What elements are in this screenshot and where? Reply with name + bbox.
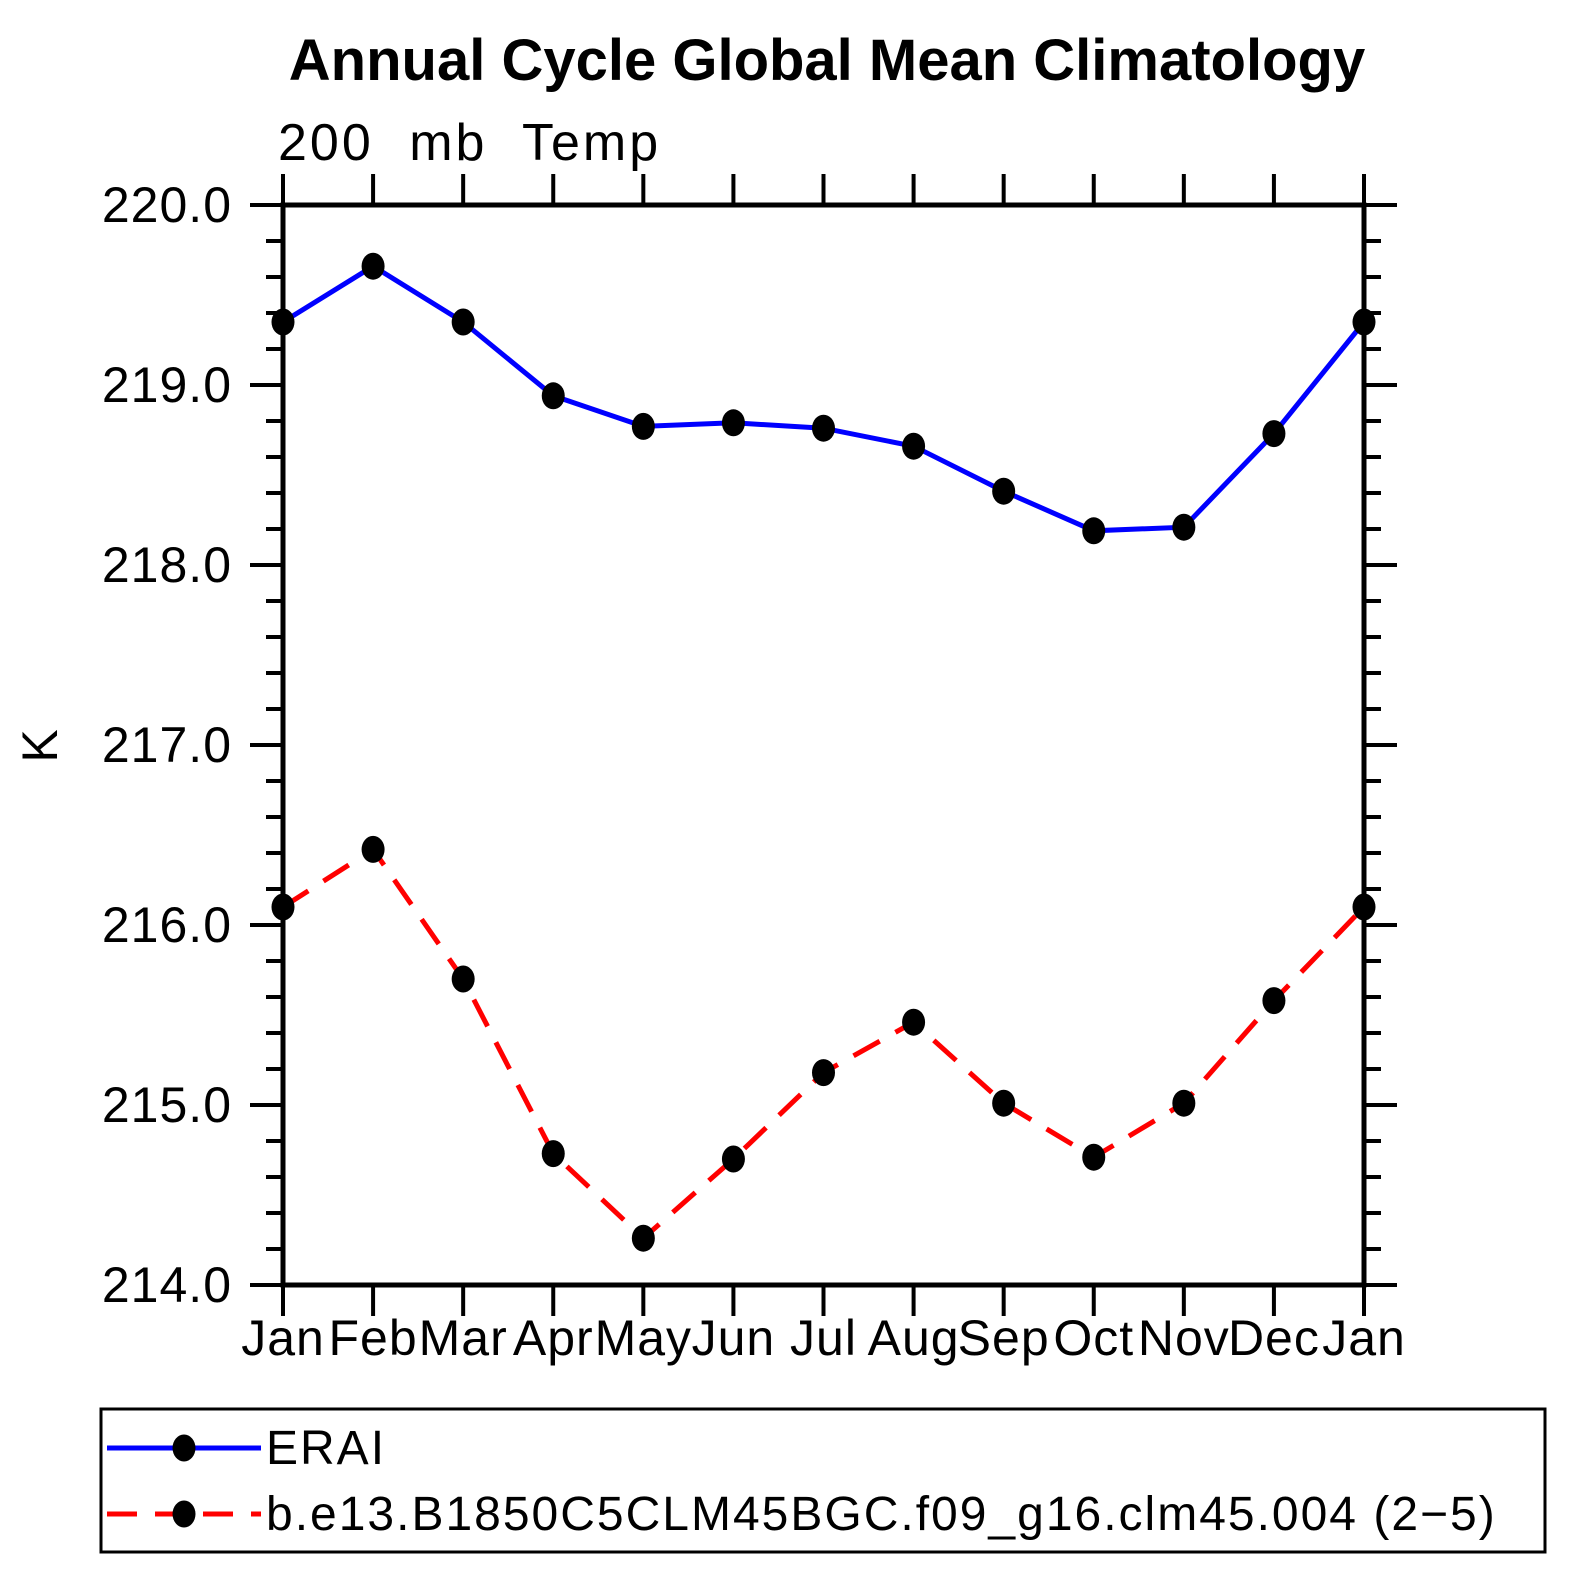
data-point-marker [1082,1143,1106,1171]
y-tick-label: 216.0 [102,897,232,953]
x-tick-label: Jul [790,1310,857,1366]
y-tick-label: 217.0 [102,717,232,773]
y-axis-title: K [12,727,68,762]
data-point-marker [361,252,385,280]
data-point-marker [1172,513,1196,541]
axis-ticks [250,174,1397,1316]
series-line-1 [281,845,1366,1242]
data-point-marker [992,477,1016,505]
data-point-marker [541,1140,565,1168]
legend-box [99,1407,1547,1554]
data-point-marker [451,965,475,993]
data-point-marker [541,382,565,410]
legend-sample-marker [172,1434,196,1462]
data-point-marker [1262,987,1286,1015]
chart-title: Annual Cycle Global Mean Climatology [289,28,1365,93]
data-series [271,252,1376,1252]
data-point-marker [451,308,475,336]
x-tick-label: Aug [868,1310,960,1366]
legend-samples [107,1434,261,1528]
x-tick-label: Nov [1138,1310,1230,1366]
data-point-marker [902,432,926,460]
legend-label-model: b.e13.B1850C5CLM45BGC.f09_g16.clm45.004 … [266,1488,1497,1541]
y-tick-label: 219.0 [102,357,232,413]
y-tick-label: 214.0 [102,1257,232,1313]
x-tick-label: Dec [1228,1310,1320,1366]
data-point-marker [721,409,745,437]
y-tick-label: 215.0 [102,1077,232,1133]
data-point-marker [361,835,385,863]
x-tick-label: Mar [419,1310,508,1366]
data-point-marker [631,412,655,440]
legend: ERAI b.e13.B1850C5CLM45BGC.f09_g16.clm45… [99,1407,1547,1554]
data-point-marker [1172,1089,1196,1117]
data-point-marker [812,414,835,442]
legend-sample-marker [172,1500,196,1528]
series-1 [271,835,1376,1252]
data-point-marker [902,1008,926,1036]
data-point-marker [1262,420,1286,448]
y-tick-label: 220.0 [102,177,232,233]
data-point-marker [812,1059,835,1087]
x-tick-label: May [595,1310,692,1366]
series-0 [271,252,1376,545]
legend-label-erai: ERAI [266,1422,386,1475]
x-tick-label: Sep [958,1310,1050,1366]
data-point-marker [1082,517,1106,545]
x-tick-label: Jan [1322,1310,1406,1366]
series-line-0 [281,263,1366,534]
x-tick-label: Apr [513,1310,594,1366]
x-tick-label: Feb [328,1310,417,1366]
data-point-marker [631,1224,655,1252]
chart-subtitle: 200 mb Temp [278,114,661,172]
x-tick-label: Jan [241,1310,325,1366]
x-tick-label: Oct [1053,1310,1134,1366]
data-point-marker [992,1089,1016,1117]
y-tick-label: 218.0 [102,537,232,593]
x-tick-label: Jun [692,1310,776,1366]
plot-frame [280,202,1367,1288]
data-point-marker [721,1145,745,1173]
